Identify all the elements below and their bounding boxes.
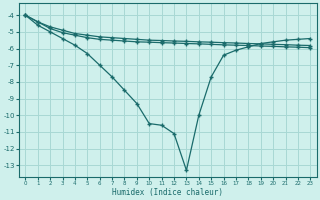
X-axis label: Humidex (Indice chaleur): Humidex (Indice chaleur) [112, 188, 223, 197]
